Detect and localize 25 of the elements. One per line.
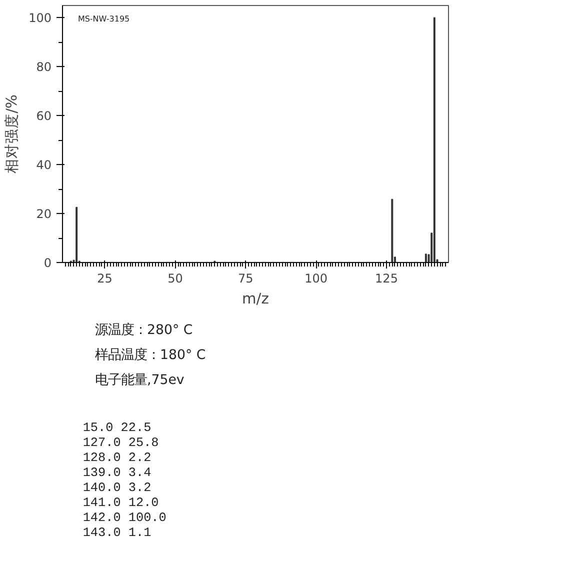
text: 15.0 22.5 [82,420,152,435]
y-axis-title: 相对强度/% [4,94,21,174]
text: 142.0 100.0 [82,510,166,525]
x-tick-label: 125 [375,272,398,286]
y-tick-label: 40 [36,158,52,172]
text: 源温度：280° C [95,322,193,338]
y-tick-label: 100 [28,11,52,26]
y-tick-label: 20 [36,207,52,222]
text: 电子能量,75ev [95,373,184,388]
text: 139.0 3.4 [82,465,152,480]
x-tick-label: 25 [97,272,112,286]
x-tick-label: 100 [304,272,328,286]
text: 140.0 3.2 [82,480,152,495]
text: 128.0 2.2 [82,450,152,465]
x-tick-label: 50 [168,272,183,286]
x-axis-title: m/z [242,290,270,308]
y-tick-label: 60 [36,109,52,124]
text: 143.0 1.1 [82,525,152,540]
annotation: MS-NW-3195 [78,14,130,24]
y-tick-label: 0 [44,256,52,270]
text: 127.0 25.8 [82,435,159,450]
x-tick-label: 75 [238,272,254,286]
text: 样品温度：180° C [95,347,206,363]
y-tick-label: 80 [36,60,52,74]
text: 141.0 12.0 [82,495,159,510]
